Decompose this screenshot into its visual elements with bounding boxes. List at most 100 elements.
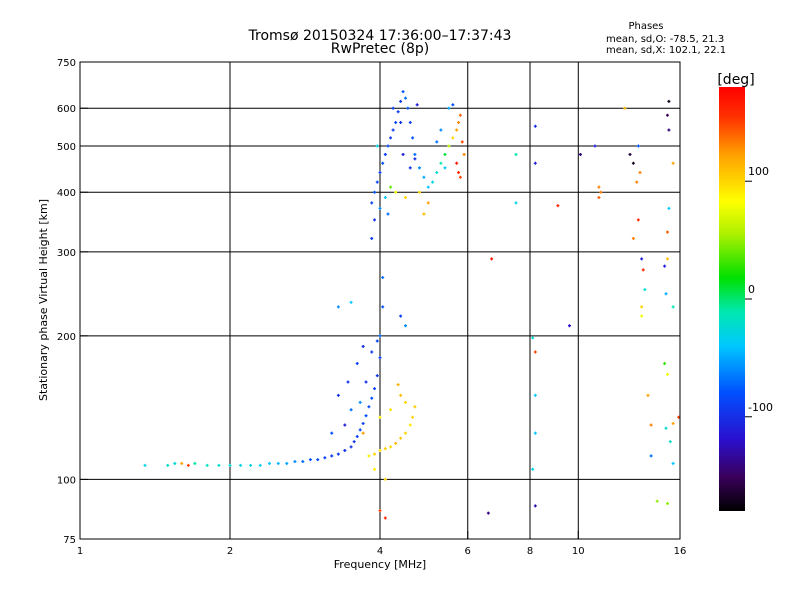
data-point-s3 — [533, 504, 537, 508]
data-point-s0 — [239, 463, 243, 467]
data-point-s1 — [378, 415, 382, 419]
data-point-s0 — [249, 463, 253, 467]
colorbar-ticks: 100 0 -100 — [745, 165, 773, 418]
data-point-s3 — [667, 128, 671, 132]
data-point-s1 — [367, 454, 371, 458]
data-point-s0 — [349, 445, 353, 449]
x-axis-label: Frequency [MHz] — [334, 558, 426, 571]
data-point-s3 — [671, 421, 675, 425]
data-point-s3 — [663, 264, 667, 268]
data-point-s0 — [336, 452, 340, 456]
data-point-s2 — [386, 144, 390, 148]
data-point-s3 — [556, 204, 560, 208]
data-point-s3 — [578, 152, 582, 156]
grid-lines — [80, 62, 680, 539]
data-point-s0 — [361, 344, 365, 348]
x-tick-label: 8 — [527, 546, 533, 557]
data-point-s0 — [276, 461, 280, 465]
data-point-s2 — [375, 180, 379, 184]
y-tick-label: 200 — [57, 332, 76, 343]
data-point-s3 — [671, 461, 675, 465]
data-point-s2 — [391, 128, 395, 132]
data-point-s0 — [358, 400, 362, 404]
data-point-s0 — [378, 356, 382, 360]
data-point-s2 — [403, 195, 407, 199]
data-point-s0 — [267, 461, 271, 465]
data-point-s2 — [455, 161, 459, 165]
data-point-s1 — [383, 447, 387, 451]
data-point-s2 — [417, 166, 421, 170]
data-point-s3 — [665, 113, 669, 117]
data-point-s2 — [411, 136, 415, 140]
data-point-s3 — [597, 185, 601, 189]
data-point-s2 — [396, 110, 400, 114]
data-point-s2 — [443, 152, 447, 156]
y-tick-label: 750 — [57, 58, 76, 69]
x-tick-label: 10 — [572, 546, 585, 557]
data-point-s1 — [413, 405, 417, 409]
data-point-s2 — [375, 144, 379, 148]
data-point-s0 — [381, 276, 385, 280]
data-point-s3 — [623, 106, 627, 110]
colorbar-tick-label: 0 — [748, 283, 755, 296]
data-point-s3 — [533, 393, 537, 397]
data-point-s0 — [343, 448, 347, 452]
data-point-s0 — [381, 305, 385, 309]
colorbar-label: [deg] — [717, 72, 754, 88]
data-point-s2 — [378, 170, 382, 174]
data-point-s3 — [640, 305, 644, 309]
data-point-s0 — [349, 408, 353, 412]
data-point-s1 — [389, 445, 393, 449]
data-point-s3 — [631, 161, 635, 165]
data-point-s2 — [422, 175, 426, 179]
x-tick-label: 2 — [227, 546, 233, 557]
data-point-s3 — [640, 257, 644, 261]
data-point-s3 — [597, 195, 601, 199]
data-point-s0 — [399, 314, 403, 318]
data-point-s0 — [258, 463, 262, 467]
data-point-s0 — [330, 431, 334, 435]
data-point-s3 — [599, 190, 603, 194]
data-point-s0 — [173, 461, 177, 465]
data-point-s0 — [205, 463, 209, 467]
data-point-s0 — [301, 460, 305, 464]
data-point-s0 — [355, 361, 359, 365]
data-point-s3 — [628, 152, 632, 156]
data-point-s3 — [531, 336, 535, 340]
data-point-s3 — [533, 350, 537, 354]
data-point-s0 — [370, 350, 374, 354]
data-point-s0 — [364, 414, 368, 418]
data-point-s3 — [649, 423, 653, 427]
x-tick-label: 1 — [77, 546, 83, 557]
data-point-s3 — [533, 124, 537, 128]
data-point-s3 — [514, 201, 518, 205]
data-point-s3 — [640, 314, 644, 318]
data-point-s3 — [486, 511, 490, 515]
data-point-s0 — [352, 440, 356, 444]
data-point-s0 — [308, 458, 312, 462]
chart-title: Tromsø 20150324 17:36:00–17:37:43 — [248, 28, 512, 44]
data-point-s2 — [435, 140, 439, 144]
data-point-s2 — [439, 161, 443, 165]
data-point-s3 — [533, 161, 537, 165]
data-point-s2 — [417, 190, 421, 194]
data-point-s0 — [217, 463, 221, 467]
data-point-s2 — [389, 185, 393, 189]
data-point-s3 — [641, 268, 645, 272]
data-point-s2 — [408, 166, 412, 170]
data-point-s0 — [358, 428, 362, 432]
data-points — [143, 90, 681, 520]
data-point-s1 — [373, 467, 377, 471]
data-point-s1 — [399, 436, 403, 440]
data-point-s1 — [411, 415, 415, 419]
data-point-s0 — [370, 396, 374, 400]
data-point-s3 — [533, 431, 537, 435]
data-point-s0 — [367, 405, 371, 409]
data-point-s3 — [636, 218, 640, 222]
data-point-s3 — [635, 180, 639, 184]
data-point-s0 — [143, 463, 147, 467]
data-point-s0 — [180, 461, 184, 465]
data-point-s2 — [408, 121, 412, 125]
data-point-s0 — [343, 423, 347, 427]
data-point-s3 — [665, 230, 669, 234]
